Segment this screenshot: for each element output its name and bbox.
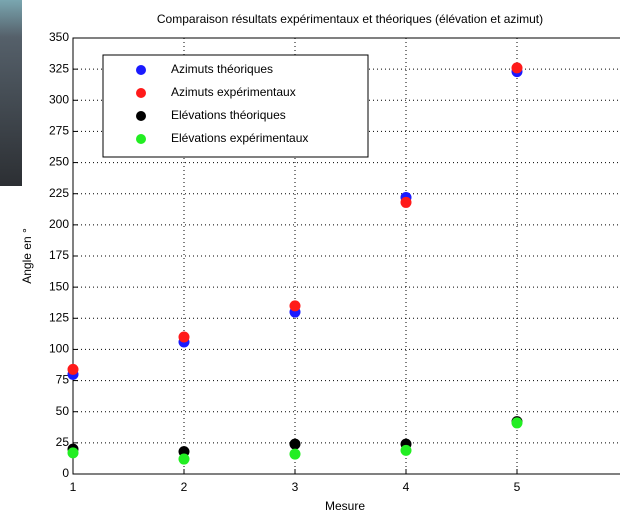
y-axis-label: Angle en °	[20, 228, 34, 284]
marker	[289, 438, 301, 450]
y-tick-label: 325	[49, 61, 69, 75]
marker	[511, 62, 523, 74]
photo-fragment	[0, 0, 22, 186]
legend-marker	[136, 65, 146, 75]
y-tick-label: 100	[49, 342, 69, 356]
y-tick-label: 25	[56, 435, 70, 449]
legend-marker	[136, 134, 146, 144]
marker	[511, 417, 523, 429]
y-tick-label: 50	[56, 404, 70, 418]
legend-label: Azimuts expérimentaux	[171, 85, 296, 99]
y-tick-label: 175	[49, 248, 69, 262]
marker	[289, 448, 301, 460]
y-tick-label: 125	[49, 310, 69, 324]
marker	[400, 444, 412, 456]
marker	[67, 447, 79, 459]
y-tick-label: 75	[56, 373, 70, 387]
x-tick-label: 5	[514, 480, 521, 494]
marker	[178, 453, 190, 465]
y-tick-label: 150	[49, 279, 69, 293]
marker	[400, 196, 412, 208]
x-tick-label: 2	[181, 480, 188, 494]
legend-box	[102, 54, 369, 158]
y-tick-label: 275	[49, 124, 69, 138]
chart-title: Comparaison résultats expérimentaux et t…	[157, 12, 543, 26]
marker	[67, 363, 79, 375]
legend-label: Elévations théoriques	[171, 108, 286, 122]
legend-label: Azimuts théoriques	[171, 62, 273, 76]
x-axis-label: Mesure	[325, 499, 365, 513]
y-tick-label: 200	[49, 217, 69, 231]
legend-marker	[136, 111, 146, 121]
x-tick-label: 1	[70, 480, 77, 494]
y-tick-label: 225	[49, 186, 69, 200]
x-tick-label: 3	[292, 480, 299, 494]
y-tick-label: 0	[62, 466, 69, 480]
plot-frame	[72, 37, 620, 475]
legend-marker	[136, 88, 146, 98]
y-tick-label: 300	[49, 92, 69, 106]
marker	[289, 300, 301, 312]
y-tick-label: 250	[49, 155, 69, 169]
legend-label: Elévations expérimentaux	[171, 131, 308, 145]
x-tick-label: 4	[403, 480, 410, 494]
y-tick-label: 350	[49, 30, 69, 44]
marker	[178, 331, 190, 343]
